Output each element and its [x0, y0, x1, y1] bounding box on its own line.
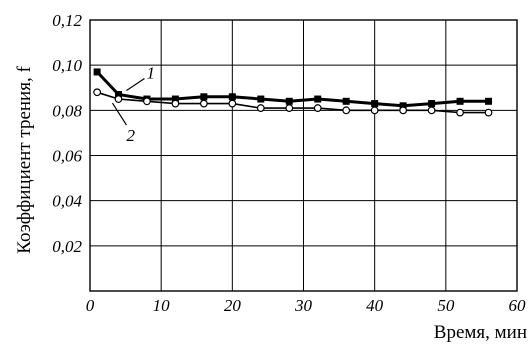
data-point [371, 100, 379, 108]
series-2 [93, 88, 493, 117]
data-point [200, 93, 208, 101]
data-point [114, 95, 123, 103]
data-point [427, 106, 436, 115]
series-labels: 12 [111, 64, 155, 145]
data-point [257, 95, 265, 103]
data-point [171, 99, 180, 108]
x-axis-title: Время, мин [434, 322, 527, 343]
data-point [313, 104, 322, 112]
x-tick-label: 0 [86, 296, 95, 315]
y-axis-title: Коэффициент трения, f [14, 66, 35, 254]
data-point [399, 106, 408, 115]
leader-line-2 [111, 102, 127, 126]
data-point [285, 97, 293, 105]
y-tick-label: 0,06 [52, 147, 82, 166]
y-tick-label: 0,08 [52, 101, 82, 120]
series-label-1: 1 [146, 64, 155, 83]
y-tick-label: 0,04 [52, 192, 82, 211]
series-label-2: 2 [126, 126, 135, 145]
data-point [228, 99, 237, 108]
series-layer [93, 68, 493, 117]
data-point [485, 97, 493, 105]
data-point [228, 93, 236, 101]
data-point [143, 97, 151, 106]
data-point [342, 106, 351, 115]
data-point [199, 99, 208, 108]
data-point [93, 68, 101, 76]
y-tick-label: 0,12 [52, 11, 82, 30]
x-tick-label: 10 [153, 296, 171, 315]
data-point [114, 91, 122, 99]
y-tick-label: 0,02 [52, 237, 82, 256]
data-point [285, 104, 294, 112]
data-point [456, 108, 464, 117]
x-tick-label: 40 [366, 296, 384, 315]
x-tick-label: 20 [224, 296, 242, 315]
data-point [171, 95, 179, 103]
data-point [370, 106, 379, 115]
grid [90, 20, 517, 291]
data-point [314, 95, 322, 103]
plot-frame [89, 19, 518, 292]
tick-labels: 0 10 20 30 40 50 60 0,02 0,04 0,06 0,08 0,10 0,12 [52, 11, 526, 315]
x-tick-label: 60 [509, 296, 527, 315]
y-tick-label: 0,10 [52, 56, 82, 75]
data-point [399, 102, 407, 110]
data-point [256, 104, 265, 112]
data-point [484, 108, 493, 117]
data-point [342, 97, 350, 105]
x-tick-label: 50 [437, 296, 455, 315]
x-tick-label: 30 [294, 296, 313, 315]
data-point [93, 88, 102, 97]
data-point [456, 97, 464, 105]
leader-line-1 [126, 78, 145, 92]
data-point [428, 100, 436, 108]
